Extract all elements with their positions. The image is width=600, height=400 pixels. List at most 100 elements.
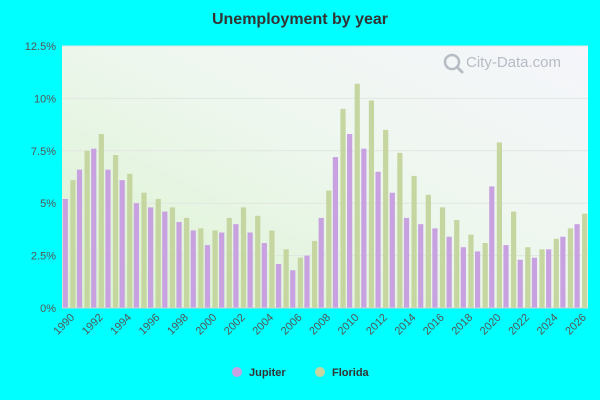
bar-jupiter-2021[interactable] [503,245,509,308]
bar-jupiter-2005[interactable] [275,263,282,308]
bar-florida-1997[interactable] [169,207,176,308]
bar-jupiter-2026[interactable] [574,224,580,308]
bar-florida-2013[interactable] [397,152,403,308]
bar-jupiter-2002[interactable] [233,224,239,308]
x-tick-label: 2014 [393,312,419,338]
bar-jupiter-2000[interactable] [204,245,211,308]
bar-jupiter-2006[interactable] [290,270,296,308]
y-tick-label: 7.5% [31,146,56,158]
bar-jupiter-2018[interactable] [460,247,466,308]
y-tick-label: 10% [34,93,56,105]
bar-florida-2010[interactable] [354,83,360,308]
x-tick-label: 2002 [222,312,248,338]
watermark: City-Data.com [443,53,561,74]
bar-florida-2016[interactable] [439,207,446,308]
bar-jupiter-1992[interactable] [91,148,97,308]
bar-florida-2023[interactable] [539,249,545,308]
y-tick-label: 2.5% [31,251,56,263]
bar-florida-1998[interactable] [184,217,190,308]
bar-florida-1990[interactable] [70,180,76,308]
bar-jupiter-2020[interactable] [489,186,495,308]
bar-jupiter-2011[interactable] [361,148,367,308]
bar-florida-2014[interactable] [411,175,417,308]
bar-jupiter-2008[interactable] [318,217,324,308]
x-tick-label: 1992 [80,312,106,338]
bar-florida-1991[interactable] [84,150,90,308]
legend-swatch [315,367,325,377]
legend-item-jupiter[interactable]: Jupiter [232,367,286,379]
bar-florida-2022[interactable] [525,247,531,308]
bar-jupiter-1999[interactable] [190,230,196,308]
bar-florida-2025[interactable] [567,228,574,308]
bar-jupiter-2019[interactable] [474,251,481,308]
bar-jupiter-2007[interactable] [304,255,310,308]
x-tick-label: 2016 [421,312,447,338]
bar-jupiter-2004[interactable] [261,243,267,308]
bar-jupiter-1994[interactable] [119,180,125,308]
bar-jupiter-2022[interactable] [517,259,523,308]
bar-florida-2019[interactable] [482,243,488,308]
bar-jupiter-1991[interactable] [76,169,83,308]
x-tick-label: 2022 [506,312,532,338]
chart-title: Unemployment by year [212,11,388,28]
bar-florida-2020[interactable] [496,142,502,308]
bar-jupiter-2012[interactable] [375,171,381,308]
x-tick-label: 2024 [535,312,561,338]
bar-florida-2009[interactable] [340,108,346,308]
bar-florida-2008[interactable] [326,190,332,308]
bar-florida-2026[interactable] [582,213,588,308]
bar-florida-2024[interactable] [553,238,559,308]
bar-jupiter-2014[interactable] [403,217,410,308]
bar-jupiter-2003[interactable] [247,232,253,308]
bar-florida-2004[interactable] [269,230,275,308]
bar-florida-2011[interactable] [368,100,375,309]
bar-jupiter-2010[interactable] [347,134,353,308]
bar-florida-2021[interactable] [511,211,517,308]
bar-jupiter-1996[interactable] [148,207,154,308]
x-tick-label: 1990 [51,312,77,338]
bar-florida-2002[interactable] [240,207,247,308]
bar-jupiter-2013[interactable] [389,192,395,308]
y-tick-label: 0% [40,303,56,315]
bar-florida-2005[interactable] [283,249,289,308]
legend-label: Florida [332,367,370,379]
plot-area [62,46,588,308]
bar-jupiter-2001[interactable] [219,232,225,308]
bar-florida-2003[interactable] [255,215,261,308]
bar-jupiter-2025[interactable] [560,236,566,308]
bar-florida-1994[interactable] [127,173,133,308]
legend-item-florida[interactable]: Florida [315,367,370,379]
legend: Jupiter Florida [232,367,370,379]
bar-florida-2007[interactable] [311,240,318,308]
bar-florida-2006[interactable] [297,257,303,308]
bar-jupiter-2024[interactable] [546,249,552,308]
bar-jupiter-1993[interactable] [105,169,111,308]
bar-florida-2018[interactable] [468,234,474,308]
bar-florida-2017[interactable] [454,219,460,308]
bar-jupiter-1990[interactable] [62,199,68,308]
x-tick-label: 2000 [194,312,220,338]
bar-florida-1993[interactable] [112,154,119,308]
bar-jupiter-2017[interactable] [446,236,452,308]
bar-florida-2012[interactable] [383,129,389,308]
bar-florida-1995[interactable] [141,192,147,308]
bar-florida-1992[interactable] [98,134,104,308]
bar-jupiter-2009[interactable] [332,157,339,308]
bar-jupiter-2023[interactable] [531,257,538,308]
bar-florida-1996[interactable] [155,199,161,308]
bar-florida-2015[interactable] [425,194,431,308]
bar-jupiter-2016[interactable] [432,228,438,308]
bar-jupiter-2015[interactable] [418,224,424,308]
legend-label: Jupiter [249,367,286,379]
bar-florida-2000[interactable] [212,230,218,308]
y-tick-label: 12.5% [25,41,56,53]
bars [62,83,588,309]
bar-jupiter-1995[interactable] [133,203,139,308]
x-tick-label: 2004 [250,312,276,338]
bar-florida-2001[interactable] [226,217,232,308]
bar-florida-1999[interactable] [198,228,204,308]
bar-jupiter-1998[interactable] [176,222,182,308]
bar-jupiter-1997[interactable] [162,211,168,308]
x-tick-label: 1996 [137,312,163,338]
